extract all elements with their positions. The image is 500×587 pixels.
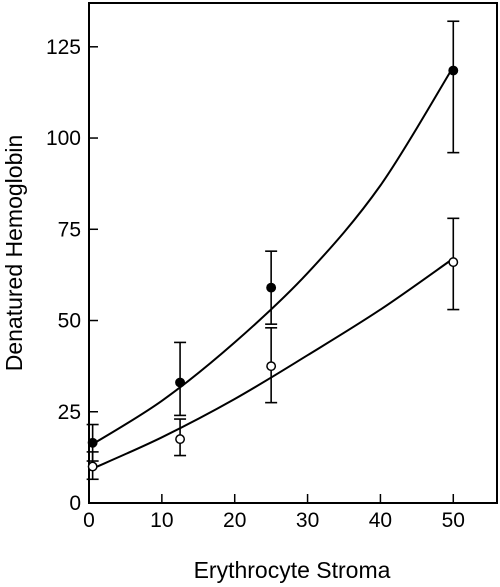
open-data-point (448, 257, 459, 268)
x-tick-label: 50 (442, 509, 465, 532)
x-tick-label: 30 (296, 509, 319, 532)
filled-data-point (448, 65, 459, 76)
fit-curves (88, 66, 455, 472)
x-tick-label: 20 (223, 509, 246, 532)
error-bars (86, 20, 460, 481)
x-axis-label: Erythrocyte Stroma (194, 557, 391, 583)
filled-data-point (175, 377, 186, 388)
filled-data-point (266, 282, 277, 293)
open-data-point (87, 461, 98, 472)
x-tick-label: 0 (83, 509, 95, 532)
plot-frame (88, 2, 498, 504)
y-tick-label: 25 (58, 401, 81, 424)
open-data-point (266, 361, 277, 372)
y-axis-label: Denatured Hemoglobin (1, 135, 27, 372)
y-tick-label: 100 (46, 127, 81, 150)
x-axis-ticks: 0 10 20 30 40 50 (83, 494, 465, 532)
y-axis-ticks: 0 25 50 75 100 125 (46, 36, 98, 515)
y-tick-label: 50 (58, 310, 81, 333)
y-tick-label: 125 (46, 36, 81, 59)
x-tick-label: 10 (150, 509, 173, 532)
data-points (87, 65, 459, 472)
fit-curve-series-1 (88, 66, 455, 448)
y-tick-label: 0 (69, 492, 81, 515)
open-data-point (175, 434, 186, 445)
filled-data-point (87, 437, 98, 448)
y-tick-label: 75 (58, 218, 81, 241)
fit-curve-series-2 (88, 257, 454, 472)
x-tick-label: 40 (369, 509, 392, 532)
